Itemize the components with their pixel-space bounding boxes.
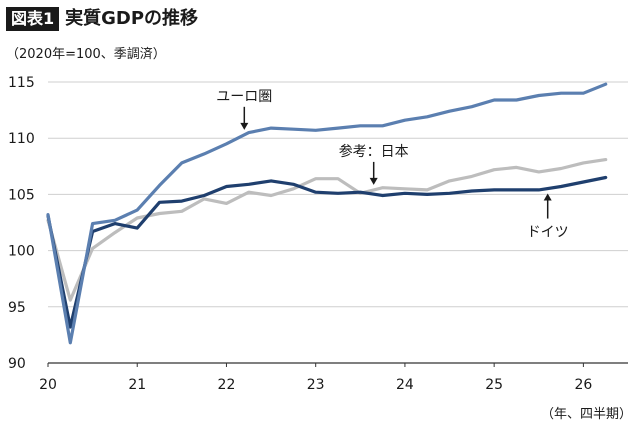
annotation-label: ユーロ圏 [216,89,272,105]
x-tick-label: 21 [128,377,146,393]
annotation-arrowhead [369,177,378,185]
annotation-label: ドイツ [527,225,569,241]
y-unit-note: （2020年=100、季調済） [6,47,166,62]
x-unit-note: （年、四半期） [540,407,632,422]
annotation-arrowhead [240,122,249,130]
annotation-label: 参考：日本 [339,143,409,160]
y-tick-labels: 90 95 100 105 110 115 [8,75,35,372]
x-tick-label: 23 [307,377,325,393]
chart-title: 実質GDPの推移 [65,8,199,29]
y-tick-label: 115 [8,75,35,91]
figure-header: 図表1 実質GDPの推移 [6,6,198,32]
series-line-0 [46,82,608,345]
x-tick-label: 24 [396,377,414,393]
series-line-1 [46,175,608,329]
x-tick-label: 20 [39,377,57,393]
y-tick-label: 90 [8,356,26,372]
x-tick-label: 26 [574,377,592,393]
x-tick-label: 25 [485,377,503,393]
y-tick-label: 110 [8,131,35,147]
y-tick-label: 95 [8,300,26,316]
y-tick-label: 100 [8,244,35,260]
x-tick-label: 22 [218,377,236,393]
annotation-arrowhead [543,193,552,201]
figure-label: 図表1 [6,7,60,31]
series-lines [46,82,608,345]
series-line-2 [46,158,608,302]
x-tick-labels: 20 21 22 23 24 25 26 [39,363,592,393]
y-tick-label: 105 [8,187,35,203]
grid-lines [48,81,628,364]
